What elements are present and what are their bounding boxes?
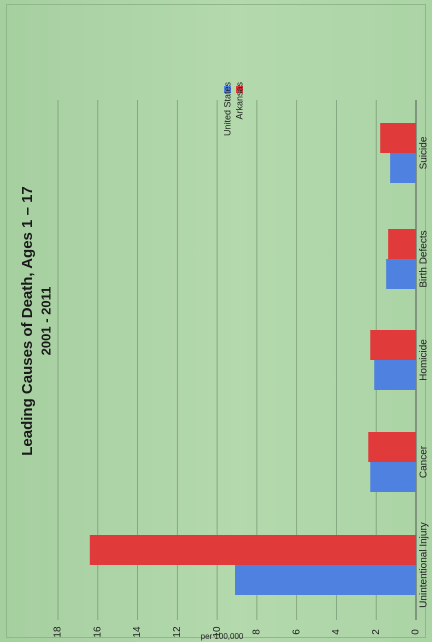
tick-label: 18 [53,626,64,638]
bar-united-states-birth-defects [386,259,416,289]
category-labels: Unintentional Injury Cancer Homicide Birth … [419,136,430,608]
bar-arkansas-homicide [370,330,416,360]
chart-subtitle: 2001 - 2011 [38,287,53,356]
bar-united-states-suicide [390,153,416,183]
gridlines [57,100,417,620]
bars [89,123,417,595]
tick-label: 12 [172,626,183,638]
bar-arkansas-suicide [380,123,416,153]
value-axis-ticks: 0 2 4 6 8 10 12 14 16 18 [53,626,422,638]
category-label: Unintentional Injury [419,522,430,608]
bar-united-states-homicide [374,360,416,390]
legend: United States Arkansas [222,82,244,137]
category-label: Cancer [419,445,430,478]
tick-label: 14 [132,626,143,638]
tick-label: 6 [291,629,302,635]
bar-united-states-cancer [370,462,416,492]
bar-arkansas-birth-defects [388,229,416,259]
bar-arkansas-unintentional-injury [89,535,417,565]
category-label: Homicide [419,339,430,381]
tick-label: 0 [411,629,422,635]
category-label: Suicide [419,136,430,169]
legend-label-arkansas: Arkansas [234,82,244,120]
bar-united-states-unintentional-injury [235,565,416,595]
tick-label: 10 [212,626,223,638]
value-axis-footnote: per 100,000 [201,632,244,641]
category-label: Birth Defects [419,230,430,287]
legend-swatch-united-states [224,86,231,93]
legend-label-united-states: United States [222,82,232,137]
chart-frame [6,4,426,638]
tick-label: 4 [331,629,342,635]
tick-label: 8 [252,629,263,635]
tick-label: 16 [92,626,103,638]
chart-title: Leading Causes of Death, Ages 1 – 17 [19,186,36,456]
chart-title-group: Leading Causes of Death, Ages 1 – 17 2001… [19,186,53,456]
tick-label: 2 [371,629,382,635]
legend-swatch-arkansas [236,86,243,93]
bar-arkansas-cancer [368,432,416,462]
